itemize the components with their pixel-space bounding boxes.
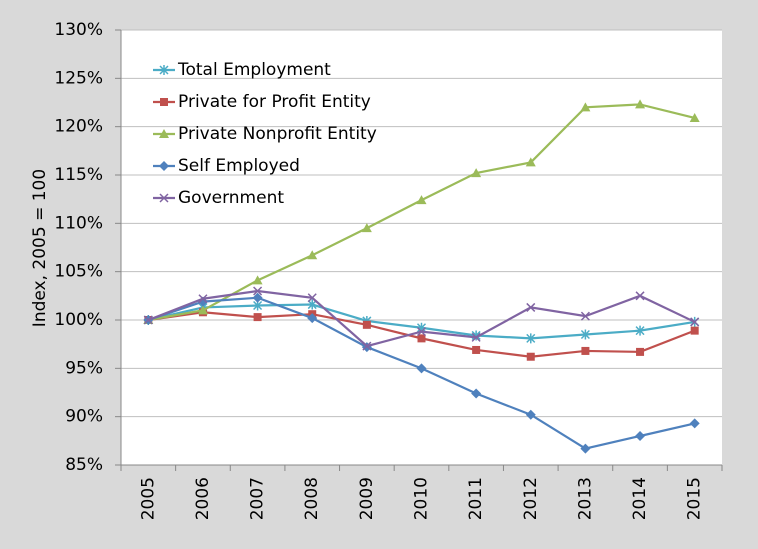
y-tick-label: 95%	[65, 358, 103, 378]
marker	[159, 65, 169, 75]
marker	[472, 345, 481, 354]
y-tick-label: 120%	[54, 117, 103, 137]
x-tick-label: 2007	[248, 477, 268, 520]
marker	[689, 112, 700, 122]
y-tick-label: 105%	[54, 262, 103, 282]
marker	[362, 320, 371, 329]
marker	[525, 409, 536, 420]
marker	[690, 326, 699, 335]
marker	[159, 161, 169, 171]
y-tick-label: 130%	[54, 20, 103, 40]
x-tick-label: 2013	[575, 477, 595, 520]
marker	[252, 275, 263, 285]
x-tick-label: 2005	[138, 477, 158, 520]
marker	[526, 302, 536, 312]
marker	[471, 332, 481, 342]
marker	[635, 325, 645, 336]
marker	[580, 329, 590, 340]
legend-label: Self Employed	[178, 156, 300, 176]
marker	[362, 341, 372, 351]
marker	[690, 317, 700, 327]
marker	[307, 299, 317, 310]
marker	[636, 347, 645, 356]
marker	[471, 388, 482, 399]
marker	[416, 195, 427, 205]
marker	[160, 98, 168, 106]
x-tick-label: 2006	[193, 477, 213, 520]
marker	[526, 352, 535, 361]
marker	[143, 315, 153, 325]
marker	[689, 418, 700, 429]
marker	[416, 327, 427, 337]
y-tick-label: 110%	[54, 213, 103, 233]
marker	[307, 293, 317, 303]
y-tick-label: 125%	[54, 68, 103, 88]
x-tick-label: 2010	[412, 477, 432, 520]
marker	[525, 157, 536, 167]
legend-label: Total Employment	[177, 60, 331, 80]
marker	[580, 102, 591, 112]
y-tick-label: 115%	[54, 165, 103, 185]
marker	[253, 313, 262, 322]
marker	[580, 443, 591, 454]
marker	[252, 292, 263, 303]
marker	[635, 291, 645, 301]
marker	[471, 168, 482, 178]
marker	[526, 333, 536, 344]
marker	[307, 250, 318, 260]
y-tick-label: 90%	[65, 407, 103, 427]
x-tick-label: 2008	[302, 477, 322, 520]
y-tick-label: 100%	[54, 310, 103, 330]
marker	[253, 286, 263, 296]
marker	[417, 334, 426, 343]
y-axis-title: Index, 2005 = 100	[30, 169, 50, 327]
marker	[159, 129, 169, 138]
legend-label: Government	[178, 188, 284, 208]
marker	[635, 431, 646, 441]
plot-area	[121, 30, 722, 465]
legend-label: Private for Profit Entity	[178, 92, 371, 112]
marker	[581, 346, 590, 355]
x-tick-label: 2014	[630, 477, 650, 520]
legend-label: Private Nonprofit Entity	[178, 124, 377, 144]
marker	[635, 99, 646, 109]
x-tick-label: 2012	[521, 477, 541, 520]
y-tick-label: 85%	[65, 455, 103, 475]
x-tick-label: 2009	[357, 477, 377, 520]
marker	[159, 193, 169, 203]
marker	[416, 363, 427, 374]
marker	[307, 313, 318, 324]
marker	[361, 223, 372, 233]
x-tick-label: 2015	[685, 477, 705, 520]
marker	[580, 311, 590, 321]
marker	[198, 294, 208, 304]
x-tick-label: 2011	[466, 477, 486, 520]
marker	[197, 305, 208, 315]
